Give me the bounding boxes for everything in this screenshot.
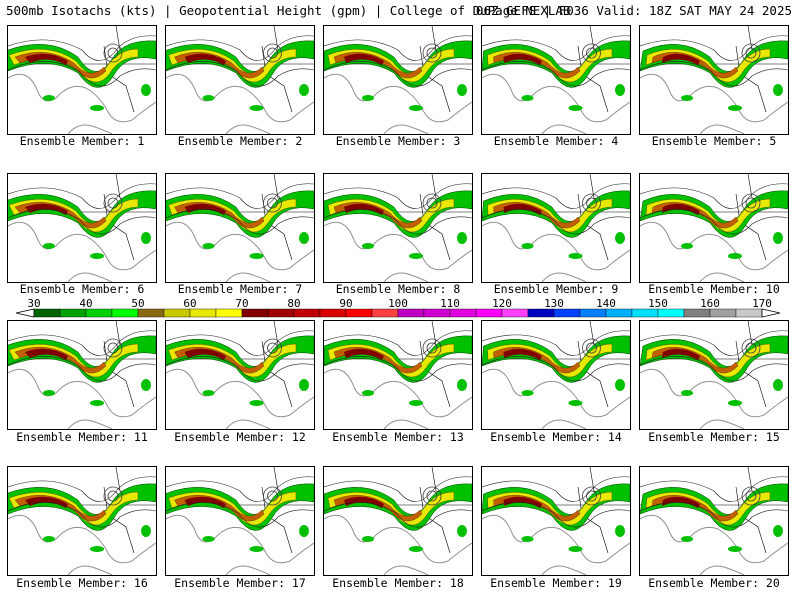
ensemble-member-label: Ensemble Member: 5 xyxy=(651,134,777,148)
colorbar-segment xyxy=(709,308,737,318)
ensemble-member-label: Ensemble Member: 7 xyxy=(177,282,303,296)
colorbar-segment xyxy=(553,308,581,318)
colorbar-tick-label: 170 xyxy=(752,297,772,310)
colorbar-segment xyxy=(319,308,347,318)
ensemble-map-18 xyxy=(323,466,473,576)
colorbar-segment xyxy=(735,308,763,318)
colorbar-segment xyxy=(111,308,139,318)
colorbar-segment xyxy=(683,308,711,318)
colorbar-tick-label: 60 xyxy=(183,297,197,310)
colorbar-segment xyxy=(85,308,113,318)
ensemble-map-16 xyxy=(7,466,157,576)
colorbar-tick-label: 40 xyxy=(79,297,93,310)
colorbar-segment xyxy=(527,308,555,318)
colorbar-segment xyxy=(163,308,191,318)
ensemble-member-label: Ensemble Member: 17 xyxy=(174,576,306,590)
header-title: 500mb Isotachs (kts) | Geopotential Heig… xyxy=(6,3,571,18)
ensemble-map-14 xyxy=(481,320,631,430)
ensemble-map-8 xyxy=(323,173,473,283)
ensemble-map-12 xyxy=(165,320,315,430)
colorbar: 30 40 50 60 70 80 90 100 110 120 130 140 150 160 170 xyxy=(14,297,790,319)
ensemble-member-label: Ensemble Member: 16 xyxy=(16,576,148,590)
colorbar-segment xyxy=(449,308,477,318)
colorbar-left-arrow xyxy=(15,308,35,318)
ensemble-member-label: Ensemble Member: 2 xyxy=(177,134,303,148)
colorbar-tick-label: 50 xyxy=(131,297,145,310)
colorbar-segment xyxy=(579,308,607,318)
colorbar-tick-label: 130 xyxy=(544,297,564,310)
colorbar-tick-label: 160 xyxy=(700,297,720,310)
colorbar-segment xyxy=(397,308,425,318)
ensemble-member-label: Ensemble Member: 19 xyxy=(490,576,622,590)
colorbar-tick-label: 110 xyxy=(440,297,460,310)
ensemble-map-15 xyxy=(639,320,789,430)
ensemble-member-label: Ensemble Member: 6 xyxy=(19,282,145,296)
colorbar-segment xyxy=(215,308,243,318)
ensemble-member-label: Ensemble Member: 10 xyxy=(648,282,780,296)
ensemble-member-label: Ensemble Member: 18 xyxy=(332,576,464,590)
colorbar-tick-label: 140 xyxy=(596,297,616,310)
ensemble-member-label: Ensemble Member: 8 xyxy=(335,282,461,296)
colorbar-tick-label: 80 xyxy=(287,297,301,310)
colorbar-segment xyxy=(657,308,685,318)
colorbar-segment xyxy=(241,308,269,318)
colorbar-tick-label: 30 xyxy=(27,297,41,310)
colorbar-segment xyxy=(345,308,373,318)
ensemble-map-3 xyxy=(323,25,473,135)
ensemble-member-label: Ensemble Member: 15 xyxy=(648,430,780,444)
ensemble-map-7 xyxy=(165,173,315,283)
colorbar-segment xyxy=(501,308,529,318)
ensemble-map-9 xyxy=(481,173,631,283)
colorbar-tick-label: 150 xyxy=(648,297,668,310)
colorbar-tick-label: 90 xyxy=(339,297,353,310)
ensemble-member-label: Ensemble Member: 20 xyxy=(648,576,780,590)
ensemble-map-1 xyxy=(7,25,157,135)
ensemble-map-2 xyxy=(165,25,315,135)
colorbar-segment xyxy=(605,308,633,318)
colorbar-segment xyxy=(59,308,87,318)
colorbar-scale xyxy=(15,308,781,318)
ensemble-map-13 xyxy=(323,320,473,430)
ensemble-map-6 xyxy=(7,173,157,283)
ensemble-map-20 xyxy=(639,466,789,576)
ensemble-map-11 xyxy=(7,320,157,430)
colorbar-segment xyxy=(631,308,659,318)
ensemble-map-4 xyxy=(481,25,631,135)
ensemble-member-label: Ensemble Member: 1 xyxy=(19,134,145,148)
colorbar-segment xyxy=(371,308,399,318)
colorbar-segment xyxy=(423,308,451,318)
ensemble-map-10 xyxy=(639,173,789,283)
ensemble-member-label: Ensemble Member: 3 xyxy=(335,134,461,148)
colorbar-segment xyxy=(267,308,295,318)
ensemble-member-label: Ensemble Member: 13 xyxy=(332,430,464,444)
colorbar-segment xyxy=(293,308,321,318)
header-valid-time: 06Z GEFS | F036 Valid: 18Z SAT MAY 24 20… xyxy=(475,3,792,18)
ensemble-map-19 xyxy=(481,466,631,576)
ensemble-member-label: Ensemble Member: 4 xyxy=(493,134,619,148)
colorbar-tick-label: 120 xyxy=(492,297,512,310)
ensemble-map-5 xyxy=(639,25,789,135)
colorbar-segment xyxy=(189,308,217,318)
ensemble-member-label: Ensemble Member: 12 xyxy=(174,430,306,444)
colorbar-right-arrow xyxy=(761,308,781,318)
ensemble-map-17 xyxy=(165,466,315,576)
ensemble-member-label: Ensemble Member: 9 xyxy=(493,282,619,296)
colorbar-tick-label: 70 xyxy=(235,297,249,310)
colorbar-segment xyxy=(33,308,61,318)
colorbar-segment xyxy=(475,308,503,318)
ensemble-member-label: Ensemble Member: 14 xyxy=(490,430,622,444)
ensemble-member-label: Ensemble Member: 11 xyxy=(16,430,148,444)
colorbar-segment xyxy=(137,308,165,318)
colorbar-tick-label: 100 xyxy=(388,297,408,310)
map-header: 500mb Isotachs (kts) | Geopotential Heig… xyxy=(6,3,796,21)
